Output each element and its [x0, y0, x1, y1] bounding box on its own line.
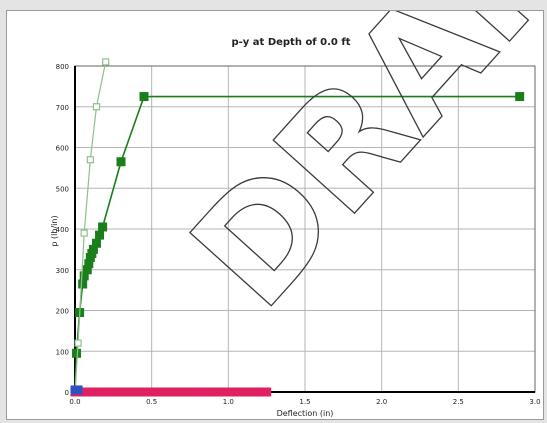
series-layer — [70, 58, 525, 397]
series-2-point — [92, 103, 101, 111]
y-tick-label: 200 — [56, 308, 69, 316]
series-3-point — [223, 387, 233, 397]
series-3-point — [208, 387, 218, 397]
series-3-point — [116, 387, 126, 397]
series-1-point — [88, 244, 98, 254]
series-2-point — [102, 58, 110, 66]
grid — [75, 66, 535, 392]
y-axis-label: p (lb/in) — [50, 215, 59, 246]
y-tick-label: 100 — [56, 348, 69, 356]
series-2-line — [74, 61, 107, 393]
series-3-point — [162, 387, 172, 397]
series-2-point — [80, 229, 88, 237]
series-2-point — [74, 339, 82, 347]
x-tick-label: 2.5 — [453, 398, 464, 406]
series-3-point — [124, 387, 134, 397]
series-3-point — [170, 387, 180, 397]
series-1-point — [91, 238, 101, 248]
x-tick-label: 3.0 — [529, 398, 540, 406]
x-tick-label: 1.0 — [223, 398, 234, 406]
series-1-point — [79, 271, 89, 281]
x-tick-label: 2.0 — [376, 398, 387, 406]
series-3-point — [239, 387, 249, 397]
x-tick-label: 1.5 — [299, 398, 310, 406]
series-3-point — [139, 387, 149, 397]
series-3-point — [154, 387, 164, 397]
series-3-point — [147, 387, 157, 397]
series-1-point — [139, 92, 149, 102]
series-3-point — [246, 387, 256, 397]
series-3-point — [131, 387, 141, 397]
series-3-point — [101, 387, 111, 397]
series-1-point — [82, 265, 92, 275]
series-3-point — [85, 387, 95, 397]
series-1-point — [116, 157, 126, 167]
series-3-point — [108, 387, 118, 397]
y-tick-label: 500 — [56, 185, 69, 193]
chart-svg: p-y at Depth of 0.0 ft 0 100 200 300 400 500 6… — [50, 11, 545, 418]
series-3-point — [262, 387, 272, 397]
series-3-point — [231, 387, 241, 397]
y-tick-label: 300 — [56, 267, 69, 275]
y-tick-label: 0 — [65, 389, 69, 397]
draft-watermark: DRAFT — [159, 11, 545, 340]
series-2-point — [86, 156, 94, 164]
chart-frame: p-y at Depth of 0.0 ft 0 100 200 300 400 500 6… — [6, 10, 545, 420]
series-1-point — [84, 259, 94, 269]
series-1-point — [78, 279, 88, 289]
x-tick-label: 0.0 — [69, 398, 80, 406]
series-1-point — [98, 222, 108, 232]
tick-labels: 0 100 200 300 400 500 600 700 800 0.0 0.5 1.0 1.5 2.0… — [56, 63, 541, 406]
chart-title: p-y at Depth of 0.0 ft — [232, 37, 351, 48]
series-3-point — [78, 387, 88, 397]
series-3-point — [177, 387, 187, 397]
series-1-point — [72, 348, 82, 358]
series-4-point — [73, 385, 83, 395]
series-3-point — [185, 387, 195, 397]
x-tick-label: 0.5 — [146, 398, 157, 406]
series-3-point — [93, 387, 103, 397]
x-axis-label: Deflection (in) — [277, 409, 334, 418]
y-tick-label: 600 — [56, 145, 69, 153]
y-tick-label: 400 — [56, 226, 69, 234]
series-3-point — [200, 387, 210, 397]
y-tick-label: 700 — [56, 104, 69, 112]
series-1-point — [95, 230, 105, 240]
series-1-point — [515, 92, 525, 102]
series-3-point — [254, 387, 264, 397]
series-3-point — [193, 387, 203, 397]
y-tick-label: 800 — [56, 63, 69, 71]
series-3-point — [216, 387, 226, 397]
